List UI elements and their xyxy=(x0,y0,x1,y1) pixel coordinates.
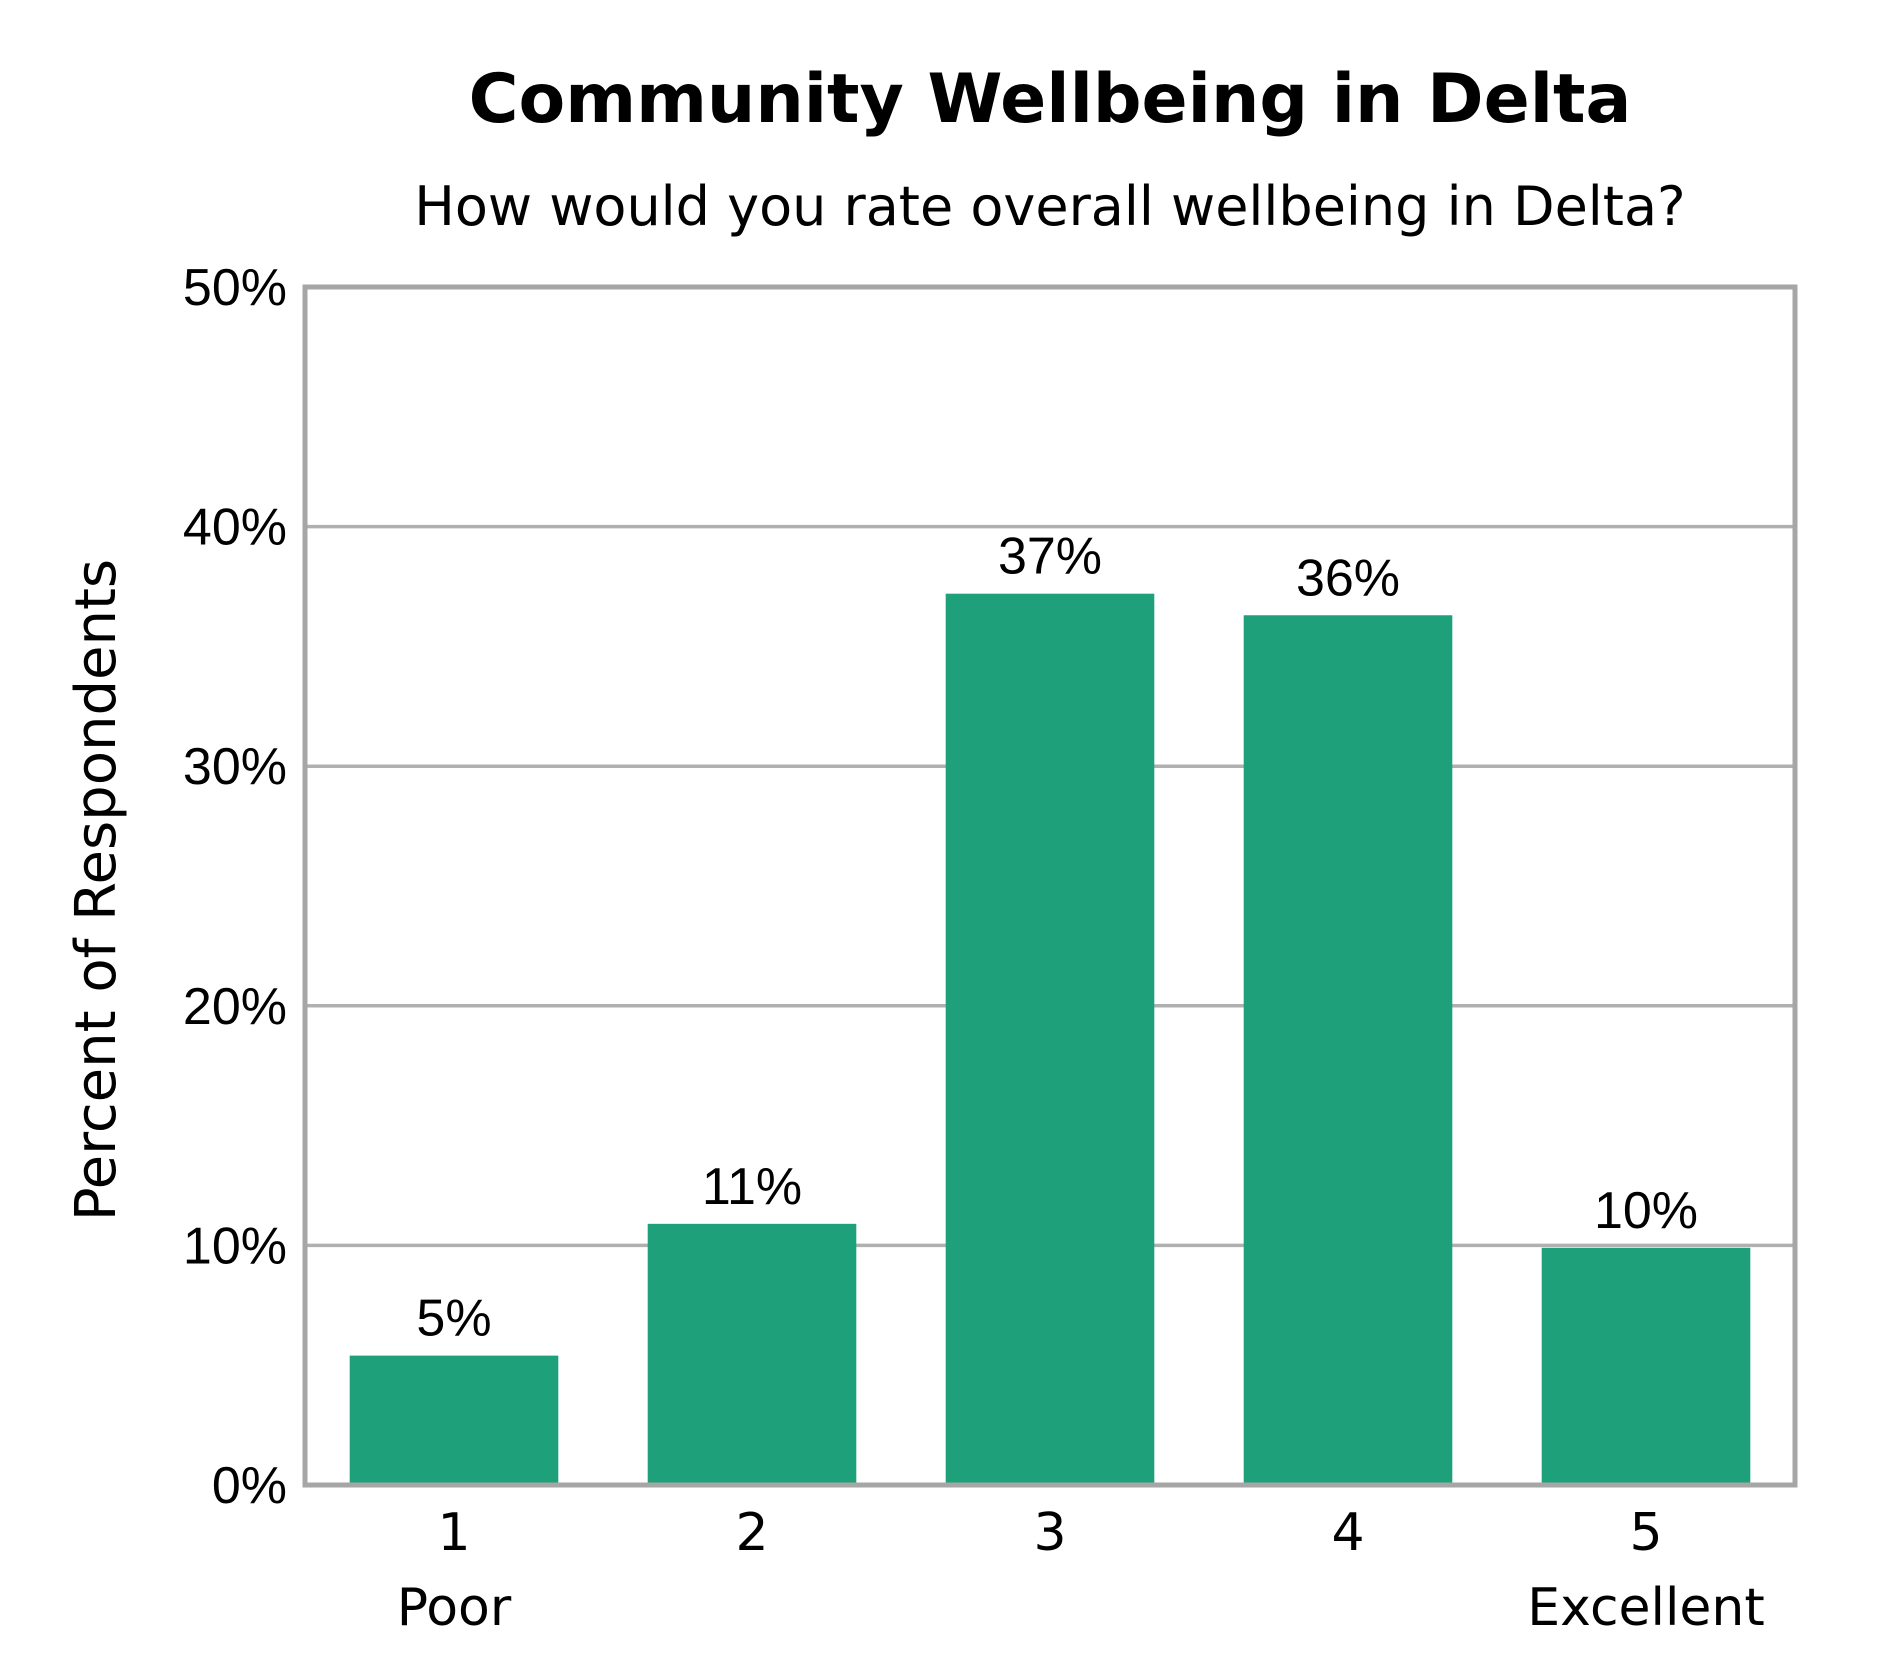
x-tick-sublabel: Poor xyxy=(397,1578,512,1638)
x-tick-label: 2 xyxy=(735,1503,768,1563)
bar xyxy=(349,1355,559,1485)
plot-border xyxy=(302,284,1798,1488)
y-tick-label: 20% xyxy=(183,978,287,1036)
chart-title: Community Wellbeing in Delta xyxy=(469,60,1632,139)
labels: 0% 10% 20% 30% 40% 50% 5% 1 Poor 11% 2 37% 3 36% 4 10% 5… xyxy=(183,259,1765,1638)
bar xyxy=(945,593,1155,1485)
bars xyxy=(349,593,1751,1485)
x-tick-label: 3 xyxy=(1033,1503,1066,1563)
x-tick-sublabel: Excellent xyxy=(1527,1578,1765,1638)
y-tick-label: 30% xyxy=(183,738,287,796)
data-label: 36% xyxy=(1296,549,1400,607)
y-axis-label: Percent of Respondents xyxy=(64,559,129,1221)
y-tick-label: 50% xyxy=(183,259,287,317)
bar xyxy=(647,1223,857,1485)
y-tick-label: 40% xyxy=(183,499,287,557)
data-label: 11% xyxy=(702,1158,802,1216)
data-label: 5% xyxy=(416,1290,491,1348)
x-tick-label: 5 xyxy=(1629,1503,1662,1563)
data-label: 37% xyxy=(998,528,1102,586)
plot-frame xyxy=(302,284,1798,1488)
chart-subtitle: How would you rate overall wellbeing in … xyxy=(414,175,1685,238)
data-label: 10% xyxy=(1594,1182,1698,1240)
y-tick-label: 10% xyxy=(183,1217,287,1275)
bar xyxy=(1541,1247,1751,1485)
bar xyxy=(1243,615,1453,1485)
x-tick-label: 4 xyxy=(1331,1503,1364,1563)
x-tick-label: 1 xyxy=(437,1503,470,1563)
y-tick-label: 0% xyxy=(212,1457,287,1515)
